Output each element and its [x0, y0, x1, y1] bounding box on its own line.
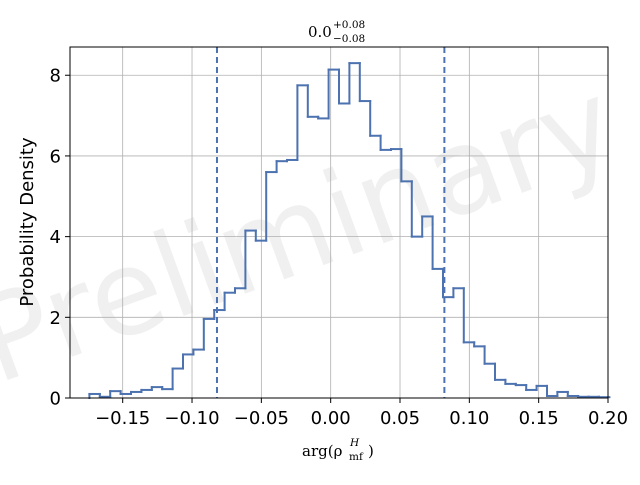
y-axis-label: Probability Density: [17, 137, 38, 307]
x-axis-label-sup: H: [349, 437, 360, 449]
y-tick-label: 8: [50, 66, 61, 87]
axis-ticks: −0.15 −0.10 −0.05 0.00 0.05 0.10 0.15 0.20 0 2 4 6 8: [50, 66, 628, 429]
chart-title-sup: +0.08: [333, 19, 365, 31]
credible-interval-lines: [215, 47, 446, 398]
x-tick-label: −0.05: [234, 408, 289, 429]
x-tick-label: 0.15: [519, 408, 559, 429]
data-layer: [88, 62, 611, 399]
y-tick-label: 6: [50, 146, 61, 167]
x-tick-label: 0.20: [588, 408, 628, 429]
x-tick-label: −0.15: [95, 408, 150, 429]
x-tick-label: 0.10: [449, 408, 489, 429]
x-tick-label: 0.05: [380, 408, 420, 429]
chart-title: 0.0: [308, 23, 332, 41]
chart-title-base: 0.0: [308, 23, 332, 41]
watermark-text: Preliminary: [0, 53, 633, 411]
y-tick-label: 2: [50, 308, 61, 329]
y-tick-label: 0: [50, 389, 61, 410]
x-axis-label: arg(ρ: [302, 442, 343, 460]
x-axis-label-sub: mf: [349, 451, 364, 463]
x-axis-label-base: arg(ρ: [302, 442, 343, 460]
plot-frame: [69, 46, 609, 399]
y-tick-label: 4: [50, 227, 61, 248]
chart-title-sub: −0.08: [333, 33, 365, 45]
x-axis-label-close: ): [368, 442, 374, 460]
x-tick-label: 0.00: [311, 408, 351, 429]
x-tick-label: −0.10: [164, 408, 219, 429]
